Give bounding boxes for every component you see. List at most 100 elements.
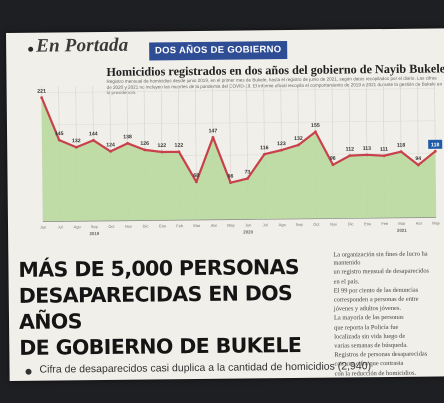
side-column-line: El 99 por ciento de las denuncias [333, 286, 419, 295]
homicide-chart: 221 145 132 144 124 138 126 122 122 68 147 66 73 116 1… [37, 82, 443, 236]
data-point [348, 154, 352, 157]
month-tick-label: Mar [398, 221, 406, 226]
data-label: 96 [330, 156, 336, 162]
month-tick-label: Sep [91, 224, 99, 229]
month-tick-label: May [432, 220, 440, 225]
chart-area [41, 97, 436, 222]
newspaper-page: En Portada DOS AÑOS DE GOBIERNO Homicidi… [6, 28, 444, 381]
side-column-line: que reporta la Policía fue [334, 323, 399, 332]
side-column-line: en el país. [333, 277, 360, 286]
data-label: 221 [37, 89, 46, 95]
headline: MÁS DE 5,000 PERSONAS DESAPARECIDAS EN D… [18, 253, 349, 360]
month-tick-label: Nov [125, 224, 132, 229]
data-label: 118 [431, 142, 440, 148]
data-point [382, 154, 386, 158]
month-tick-label: Jul [263, 222, 268, 227]
year-tick-label: 2021 [397, 228, 407, 233]
month-tick-label: Ene [364, 221, 372, 226]
headline-line-1: MÁS DE 5,000 PERSONAS [18, 254, 300, 282]
data-point [280, 148, 283, 152]
data-label: 113 [363, 146, 372, 152]
chart-marks: 221 145 132 144 124 138 126 122 122 68 147 66 73 116 1… [37, 89, 443, 185]
side-column-line: La organización sin fines de lucro ha ma… [333, 250, 428, 267]
side-column-line: La mayoría de las personas [333, 314, 404, 323]
gridline-horizontal [41, 88, 435, 93]
data-point [177, 150, 181, 154]
data-label: 112 [346, 147, 355, 153]
data-point [57, 138, 61, 142]
data-label: 155 [311, 123, 320, 129]
month-tick-label: Abr [211, 223, 218, 228]
side-column-line: localizada sin vida luego de [334, 332, 406, 341]
data-label: 126 [140, 141, 149, 147]
headline-line-2: DESAPARECIDAS EN DOS AÑOS [18, 281, 293, 334]
month-tick-label: Dic [143, 224, 149, 229]
data-label: 68 [193, 173, 199, 179]
side-column-line: varias semanas de búsqueda. [334, 341, 408, 350]
month-tick-label: Feb [176, 223, 184, 228]
data-label: 138 [123, 134, 132, 140]
side-column-line: corresponden a personas de entre [333, 295, 419, 304]
month-tick-label: Ago [279, 222, 287, 227]
data-label: 118 [397, 143, 406, 149]
side-column-line: un registro mensual de desaparecidos [333, 267, 430, 276]
data-point [314, 130, 317, 134]
side-column-line: Registros de personas desaparecidas [334, 350, 428, 359]
data-point [109, 149, 112, 153]
data-label-highlight [428, 139, 443, 149]
data-label: 145 [55, 131, 64, 137]
side-column-line: jóvenes y adultos jóvenes. [333, 305, 402, 313]
month-tick-label: Oct [313, 222, 320, 227]
data-point [211, 135, 215, 139]
month-tick-label: Dic [348, 221, 354, 226]
data-label: 144 [89, 131, 98, 137]
month-tick-label: May [227, 223, 235, 228]
data-point [160, 150, 164, 154]
subheadline: Cifra de desaparecidos casi duplica a la… [39, 360, 372, 376]
data-point [74, 145, 78, 149]
chart-axis: Jun Jul Ago Sep Oct Nov Dic Ene Feb Mar Abr May Jun J… [40, 217, 440, 236]
data-point [91, 138, 95, 142]
data-label: 124 [106, 142, 115, 148]
data-label: 73 [245, 170, 251, 176]
data-label: 111 [380, 147, 388, 153]
data-point [126, 141, 129, 145]
data-point [143, 148, 147, 152]
headline-line-3: DE GOBIERNO DE BUKELE [19, 332, 302, 360]
month-tick-label: Abr [416, 221, 423, 226]
month-tick-label: Jul [58, 224, 63, 229]
gridline-horizontal [41, 120, 435, 126]
data-point [399, 150, 403, 154]
data-point [229, 181, 232, 185]
data-point [194, 180, 198, 184]
month-tick-label: Ene [159, 223, 167, 228]
month-tick-label: Jun [245, 222, 252, 227]
data-label: 123 [277, 141, 286, 147]
subheadline-bullet-icon [25, 368, 32, 375]
month-tick-label: Jun [40, 225, 47, 230]
year-tick-label: 2019 [89, 231, 99, 236]
data-label: 132 [294, 136, 303, 142]
data-point [246, 177, 249, 180]
data-point [331, 163, 335, 167]
data-label: 122 [175, 143, 184, 149]
year-tick-label: 2020 [243, 229, 253, 234]
chart-line [40, 97, 436, 184]
month-tick-label: Nov [330, 222, 337, 227]
data-point [416, 163, 420, 167]
data-label: 66 [228, 174, 234, 180]
data-label: 122 [157, 143, 166, 149]
month-tick-label: Sep [296, 222, 304, 227]
data-label: 132 [72, 138, 81, 144]
data-point [40, 96, 44, 100]
data-label: 147 [209, 128, 218, 134]
month-tick-label: Ago [74, 224, 82, 229]
data-label: 116 [260, 145, 269, 151]
x-axis-line [42, 217, 436, 222]
month-tick-label: Oct [108, 224, 115, 229]
month-tick-label: Feb [381, 221, 389, 226]
data-label: 94 [415, 156, 421, 162]
data-point [263, 152, 266, 156]
data-point [297, 143, 300, 147]
data-point [433, 149, 437, 153]
